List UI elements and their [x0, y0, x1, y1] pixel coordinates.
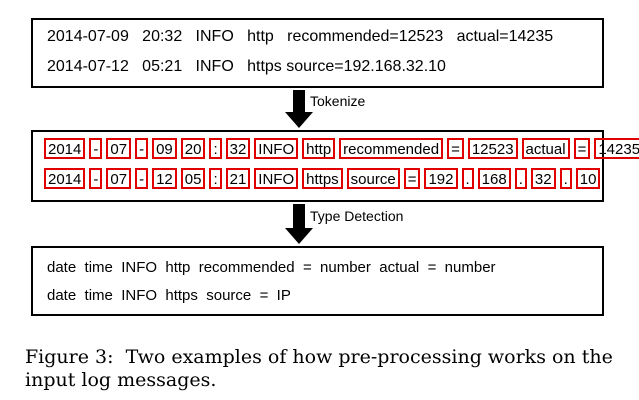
token-box: = — [403, 168, 421, 189]
token-box: - — [135, 168, 149, 189]
token-line-1: 2014-07-09 20:32 INFO http recommended = 12523… — [44, 138, 639, 159]
raw-log-box: 2014-07-09 20:32 INFO http recommended=1… — [31, 18, 604, 88]
token-box: . — [514, 168, 527, 189]
token-box: 192 — [424, 168, 458, 189]
typed-log-box: date time INFO http recommended = number… — [31, 246, 604, 316]
token-box: 21 — [225, 168, 251, 189]
token-box: 14235 — [594, 138, 639, 159]
token-box: = — [447, 138, 464, 159]
token-box: - — [135, 138, 149, 159]
token-box: 32 — [225, 138, 251, 159]
token-box: INFO — [254, 168, 299, 189]
raw-log-line-2: 2014-07-12 05:21 INFO https source=192.1… — [47, 58, 446, 75]
type-detection-step-label: Type Detection — [310, 208, 404, 224]
token-box: INFO — [254, 138, 299, 159]
typed-log-line-1: date time INFO http recommended = number… — [47, 259, 496, 276]
token-box: : — [209, 138, 222, 159]
token-box: actual — [521, 138, 570, 159]
raw-log-line-1: 2014-07-09 20:32 INFO http recommended=1… — [47, 28, 554, 45]
token-box: . — [559, 168, 572, 189]
down-arrow-icon — [285, 204, 313, 244]
figure-caption: Figure 3: Two examples of how pre-proces… — [25, 346, 613, 391]
token-box: 10 — [575, 168, 601, 189]
token-box: 07 — [106, 168, 132, 189]
token-box: 05 — [180, 168, 206, 189]
token-box: . — [461, 168, 474, 189]
token-line-2: 2014-07-12 05:21 INFO https source = 192. 168. 3… — [44, 168, 601, 189]
token-box: 12523 — [467, 138, 518, 159]
token-box: 168 — [477, 168, 511, 189]
token-box: source — [346, 168, 400, 189]
down-arrow-icon — [285, 90, 313, 128]
tokenize-step-label: Tokenize — [310, 93, 366, 109]
token-box: https — [302, 168, 343, 189]
token-box: recommended — [339, 138, 444, 159]
token-box: 2014 — [44, 168, 86, 189]
token-box: 09 — [152, 138, 177, 159]
token-box: 12 — [152, 168, 177, 189]
token-box: : — [209, 168, 222, 189]
typed-log-line-2: date time INFO https source = IP — [47, 287, 291, 304]
token-box: 20 — [180, 138, 206, 159]
token-box: 32 — [530, 168, 556, 189]
token-box: 2014 — [44, 138, 86, 159]
token-box: - — [89, 168, 103, 189]
token-box: 07 — [106, 138, 132, 159]
tokenized-log-box: 2014-07-09 20:32 INFO http recommended = 12523… — [31, 130, 639, 202]
token-box: - — [89, 138, 103, 159]
token-box: http — [302, 138, 336, 159]
token-box: = — [573, 138, 591, 159]
